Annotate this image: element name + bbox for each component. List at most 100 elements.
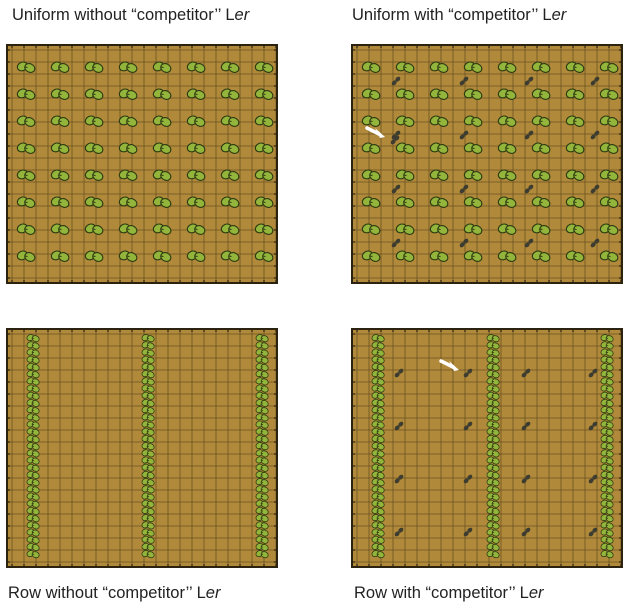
seedling-icon [361,61,381,73]
seedling-icon [429,223,449,235]
seedling-icon [463,142,483,154]
seedling-icon [600,420,614,429]
seedling-icon [255,535,269,544]
seedling-icon [186,169,206,181]
seedling-icon [486,427,500,436]
white-arrow-icon [365,126,385,138]
seedling-icon [600,470,614,479]
seedling-icon [141,434,155,443]
seedling-icon [361,250,381,262]
seedling-icon [599,250,619,262]
seedling-icon [600,391,614,400]
seedling-icon [255,334,269,343]
seedling-icon [16,61,36,73]
seedling-icon [600,427,614,436]
seedling-icon [255,456,269,465]
seedling-icon [429,115,449,127]
seedling-icon [486,506,500,515]
seedling-icon [600,355,614,364]
competitor-seedling-icon [590,130,600,140]
seedling-icon [486,442,500,451]
seedling-icon [16,142,36,154]
seedling-icon [26,514,40,523]
seedling-icon [599,223,619,235]
seedling-icon [486,550,500,559]
seedling-icon [84,250,104,262]
seedling-icon [395,88,415,100]
competitor-seedling-icon [390,135,400,145]
seedling-icon [395,250,415,262]
tray-uniform-without [6,44,278,284]
seedling-icon [371,427,385,436]
seedling-icon [463,169,483,181]
seedling-icon [141,463,155,472]
seedling-icon [118,250,138,262]
seedling-icon [141,391,155,400]
seedling-icon [255,442,269,451]
seedling-icon [486,377,500,386]
seedling-icon [26,485,40,494]
caption-uniform-without: Uniform without “competitor’’ Ler [12,6,250,24]
seedling-icon [26,384,40,393]
tray-uniform-with [351,44,623,284]
seedling-icon [371,398,385,407]
seedling-icon [118,115,138,127]
seedling-icon [531,142,551,154]
competitor-seedling-icon [524,76,534,86]
seedling-icon [371,434,385,443]
seedling-icon [371,470,385,479]
seedling-icon [141,514,155,523]
soil-tray [6,44,278,284]
seedling-icon [486,463,500,472]
seedling-icon [599,196,619,208]
competitor-seedling-icon [463,474,473,484]
seedling-icon [371,384,385,393]
tray-row-with [351,328,623,568]
seedling-icon [141,413,155,422]
seedling-icon [84,115,104,127]
seedling-icon [26,506,40,515]
seedling-icon [600,398,614,407]
seedling-icon [486,348,500,357]
seedling-icon [395,142,415,154]
seedling-icon [50,169,70,181]
seedling-icon [255,427,269,436]
panel-uniform-without [6,44,278,284]
seedling-icon [531,115,551,127]
seedling-icon [152,142,172,154]
seedling-icon [497,196,517,208]
seedling-icon [463,196,483,208]
seedling-icon [255,384,269,393]
seedling-icon [26,449,40,458]
seedling-icon [26,535,40,544]
seedling-icon [141,420,155,429]
competitor-seedling-icon [459,238,469,248]
seedling-icon [371,463,385,472]
seedling-icon [486,398,500,407]
seedling-icon [429,61,449,73]
seedling-icon [152,61,172,73]
seedling-icon [395,169,415,181]
seedling-icon [220,115,240,127]
seedling-icon [600,341,614,350]
seedling-icon [255,542,269,551]
seedling-icon [371,377,385,386]
seedling-icon [371,355,385,364]
seedling-icon [141,492,155,501]
seedling-icon [26,420,40,429]
seedling-icon [152,250,172,262]
seedling-icon [600,442,614,451]
seedling-icon [600,384,614,393]
seedling-icon [220,223,240,235]
seedling-icon [361,142,381,154]
seedling-icon [565,223,585,235]
seedling-icon [255,499,269,508]
seedling-icon [531,223,551,235]
seedling-icon [486,391,500,400]
seedling-icon [371,514,385,523]
seedling-icon [255,341,269,350]
seedling-icon [26,456,40,465]
competitor-seedling-icon [391,238,401,248]
seedling-icon [371,550,385,559]
seedling-icon [255,370,269,379]
